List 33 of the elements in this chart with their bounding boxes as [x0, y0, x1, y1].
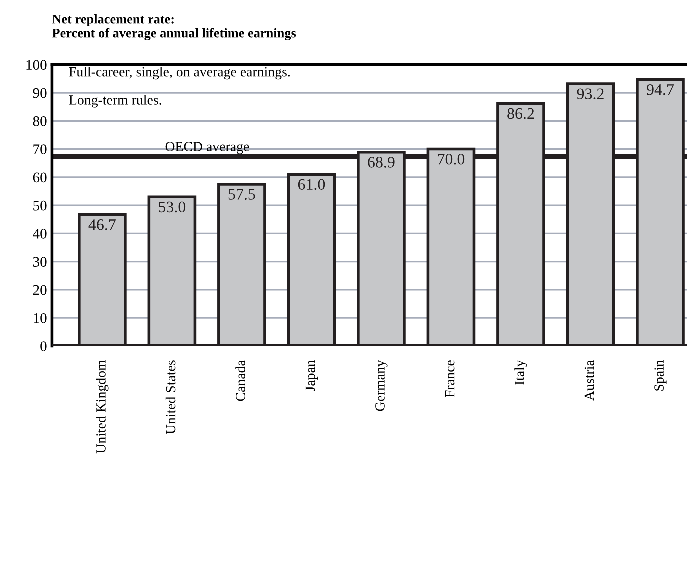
x-tick-label: Spain: [654, 360, 667, 391]
data-label: 46.7: [88, 220, 116, 230]
data-label: 94.7: [647, 84, 674, 96]
x-tick-label: France: [445, 360, 455, 398]
x-tick-label: Canada: [236, 360, 246, 402]
x-tick-label: Italy: [514, 360, 528, 386]
y-tick-label: 10: [34, 313, 47, 324]
y-tick-label: 0: [40, 342, 47, 352]
x-tick-label: Germany: [376, 360, 388, 412]
data-label: 53.0: [159, 202, 186, 213]
x-tick-label: United Kingdom: [96, 360, 109, 454]
y-tick-label: 30: [33, 257, 47, 268]
annotation: Long-term rules.: [69, 95, 162, 108]
x-tick-label: Japan: [306, 360, 318, 392]
data-label: 93.2: [577, 88, 604, 100]
data-label: 70.0: [438, 154, 465, 165]
ref-line-label: OECD average: [166, 142, 250, 154]
data-label: 86.2: [508, 108, 534, 120]
chart-title: Net replacement rate: Percent of average annual lifetime earnings: [52, 14, 296, 40]
y-tick-label: 40: [33, 229, 47, 239]
y-tick-label: 20: [33, 285, 47, 296]
y-tick-label: 50: [34, 200, 47, 211]
x-tick-label: Austria: [584, 360, 594, 401]
y-tick-label: 80: [33, 116, 47, 126]
y-tick-label: 100: [26, 60, 47, 70]
data-label: 68.9: [368, 157, 395, 168]
y-tick-label: 60: [33, 172, 47, 183]
x-tick-label: United States: [166, 360, 176, 434]
y-tick-label: 70: [34, 144, 47, 154]
y-tick-label: 90: [33, 88, 47, 98]
annotation: Full-career, single, on average earnings.: [69, 66, 290, 80]
data-label: 57.5: [228, 189, 256, 200]
data-label: 61.0: [298, 179, 326, 190]
